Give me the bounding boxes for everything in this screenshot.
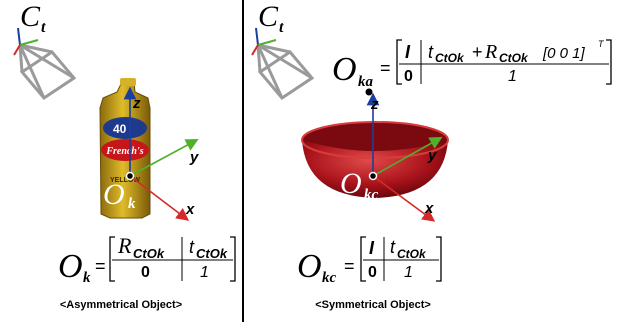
right-caption: <Symmetrical Object> (315, 299, 431, 311)
left-camera-icon (18, 43, 77, 100)
right-top-t: t (428, 42, 434, 62)
left-y-label: y (189, 149, 199, 166)
right-bottom-zero: 0 (368, 264, 377, 281)
bottle-label-yellow: YELLOW (110, 177, 140, 184)
left-formula-t: t (189, 237, 195, 257)
bottle-label-brand: French's (105, 146, 143, 157)
left-formula-t-sub: CtOk (196, 246, 228, 261)
right-top-sup: T (598, 39, 605, 49)
right-object-axes (365, 88, 443, 222)
right-camera-label: C (258, 0, 279, 33)
right-x-label: x (424, 200, 434, 217)
right-top-point (365, 88, 373, 96)
left-object-origin (125, 171, 135, 181)
mustard-bottle-image: 40 French's YELLOW (99, 78, 151, 219)
right-top-lhs-sub: ka (358, 74, 374, 90)
left-caption: <Asymmetrical Object> (60, 299, 182, 311)
right-object-label: O (340, 167, 362, 200)
left-formula-r: R (117, 233, 132, 258)
right-bottom-t: t (390, 237, 396, 257)
right-top-lhs: O (332, 51, 357, 88)
left-formula-eq: = (95, 256, 106, 276)
left-z-label: z (132, 95, 141, 112)
right-bottom-t-sub: CtOk (397, 247, 427, 261)
right-top-one: 1 (508, 68, 517, 85)
right-y-label: y (427, 147, 437, 164)
right-z-label: z (370, 96, 379, 113)
right-camera-icon (256, 43, 315, 100)
right-y-axis (372, 136, 443, 177)
left-camera-label: C (20, 0, 41, 33)
right-bottom-one: 1 (404, 264, 413, 281)
right-top-plus: + (472, 42, 483, 62)
right-object-origin (368, 171, 378, 181)
left-formula-r-sub: CtOk (133, 246, 165, 261)
right-x-axis (372, 175, 436, 222)
right-bottom-lhs: O (297, 248, 322, 285)
right-top-zero: 0 (404, 68, 413, 85)
left-object-axes (123, 86, 199, 221)
right-top-r-sub: CtOk (499, 51, 529, 65)
left-object-sub: k (128, 196, 136, 212)
left-x-label: x (185, 201, 195, 218)
right-top-t-sub: CtOk (435, 51, 465, 65)
left-panel: C t 40 French's YELLOW (13, 0, 236, 311)
right-bottom-identity: I (369, 238, 375, 258)
right-top-eq: = (380, 58, 391, 78)
right-bottom-formula: O kc = I t CtOk 0 1 (297, 236, 442, 286)
right-object-sub: kc (364, 187, 379, 203)
left-formula-zero: 0 (141, 264, 150, 281)
right-top-r: R (484, 41, 497, 63)
right-top-vec: [0 0 1] (542, 45, 586, 62)
right-top-identity: I (405, 42, 411, 62)
left-camera-sub: t (41, 19, 46, 36)
left-camera-axes (13, 27, 39, 56)
left-y-axis (129, 138, 199, 177)
left-formula-one: 1 (200, 264, 209, 281)
left-formula-lhs: O (58, 248, 83, 285)
right-bottom-eq: = (344, 256, 355, 276)
left-formula-lhs-sub: k (83, 270, 91, 286)
right-panel: C t O ka = I t CtOk + R Ct (251, 0, 612, 311)
bottle-label-40: 40 (113, 122, 127, 136)
right-camera-axes (251, 27, 277, 56)
right-camera-sub: t (279, 19, 284, 36)
left-object-label: O (103, 178, 125, 211)
right-top-formula: O ka = I t CtOk + R CtOk [0 0 1] T 0 1 (332, 39, 612, 90)
right-bottom-lhs-sub: kc (322, 270, 337, 286)
left-pose-formula: O k = R CtOk t CtOk 0 1 (58, 233, 236, 286)
left-x-axis (129, 175, 190, 221)
